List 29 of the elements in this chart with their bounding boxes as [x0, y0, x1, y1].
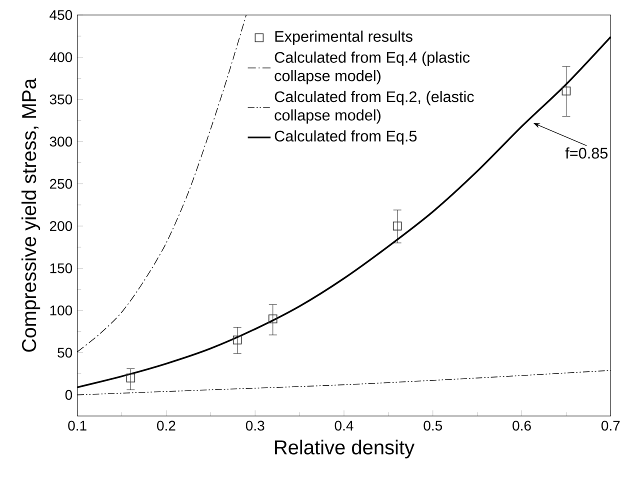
y-tick-label: 50	[58, 348, 72, 358]
point	[392, 222, 402, 230]
point	[126, 374, 136, 382]
point	[232, 336, 242, 344]
y-axis-title: Compressive yield stress, MPa	[21, 78, 40, 352]
y-tick-label: 100	[50, 306, 72, 316]
point	[268, 314, 278, 324]
y-tick-label: 300	[50, 136, 72, 147]
x-axis-title: Relative density	[275, 440, 414, 458]
y-tick-label: 450	[50, 10, 72, 20]
y-tick-label: 250	[50, 178, 72, 189]
legend-label: Calculated from Eq.2, (elastic collapse model)	[274, 90, 474, 124]
y-tick-label: 200	[50, 221, 72, 232]
x-tick-label: 0.1	[68, 420, 86, 431]
legend-label: Experimental results	[275, 30, 412, 45]
legend-label: Calculated from Eq.4 (plastic collapse model)	[274, 52, 470, 84]
x-tick-label: 0.6	[512, 420, 531, 431]
legend-label: Calculated from Eq.5	[274, 130, 417, 145]
y-tick-label: 150	[50, 263, 72, 274]
x-tick-label: 0.2	[157, 420, 176, 431]
y-tick-label: 400	[50, 52, 72, 62]
x-tick-label: 0.7	[601, 420, 620, 431]
point	[562, 86, 571, 96]
annotation: f=0.85	[565, 147, 608, 159]
x-tick-label: 0.3	[246, 420, 264, 431]
x-tick-label: 0.4	[334, 420, 354, 431]
y-tick-label: 0	[65, 390, 72, 400]
y-tick-label: 350	[50, 94, 72, 104]
x-tick-label: 0.5	[424, 420, 442, 431]
